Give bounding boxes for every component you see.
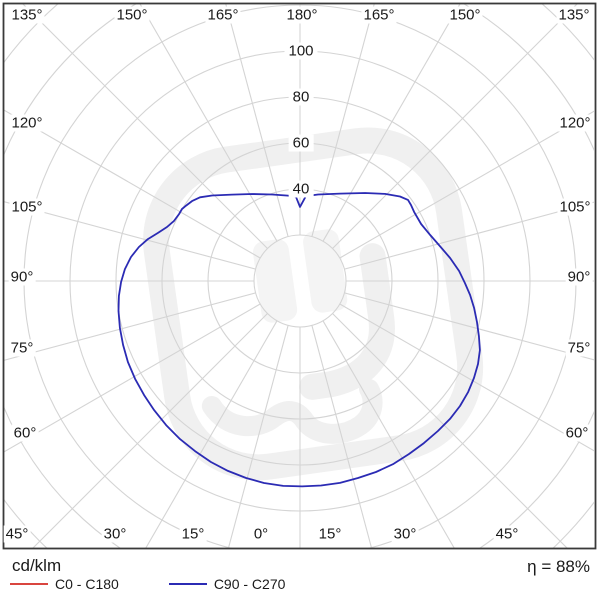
grid-spoke [332, 313, 568, 548]
angle-label-right: 120° [557, 114, 593, 132]
grid-spoke [4, 292, 256, 361]
angle-label-left: 90° [8, 268, 36, 286]
angle-label-bottom: 30° [391, 525, 419, 543]
grid-spoke [332, 4, 578, 249]
angle-label-right: 105° [557, 198, 593, 216]
chart-frame [2, 2, 597, 550]
radial-tick-label: 40 [288, 180, 314, 198]
efficiency-label: η = 88% [527, 557, 590, 576]
angle-label-right: 75° [565, 339, 593, 357]
grid-spoke [22, 4, 268, 249]
legend-item-c0-c180: C0 - C180 [10, 576, 119, 592]
angle-label-top: 135° [9, 6, 45, 24]
grid-spoke [311, 4, 375, 237]
radial-tick-label: 100 [284, 42, 318, 60]
angle-label-top: 165° [205, 6, 241, 24]
angle-label-top: 135° [556, 6, 592, 24]
grid-spoke [4, 201, 256, 270]
angle-label-top: 150° [447, 6, 483, 24]
curves-layer [117, 192, 481, 488]
angle-label-bottom: 15° [316, 525, 344, 543]
legend-swatch-red-line [10, 583, 48, 585]
grid-spoke [322, 4, 461, 242]
grid-spoke [339, 303, 594, 452]
angle-label-left: 105° [9, 198, 45, 216]
grid-spoke [227, 325, 289, 548]
angle-label-right: 90° [565, 268, 593, 286]
angle-label-left: 120° [9, 114, 45, 132]
angle-label-left: 75° [8, 339, 36, 357]
legend: C0 - C180 C90 - C270 [10, 576, 285, 592]
grid-spoke [344, 201, 594, 270]
unit-label: cd/klm [12, 556, 62, 575]
grid-spoke [145, 320, 278, 548]
radial-tick-label: 80 [288, 88, 314, 106]
angle-label-top: 150° [114, 6, 150, 24]
intensity-curve-C90-C270 [117, 192, 481, 488]
legend-item-c90-c270: C90 - C270 [168, 576, 286, 592]
angle-label-bottom: 0° [251, 525, 271, 543]
grid-spoke [139, 4, 278, 242]
angle-label-top: 165° [361, 6, 397, 24]
legend-label: C90 - C270 [213, 576, 286, 592]
angle-label-right: 60° [563, 424, 591, 442]
radial-tick-label: 60 [288, 134, 314, 152]
legend-swatch-blue-line [168, 583, 207, 585]
angle-label-bottom: 15° [179, 525, 207, 543]
angle-label-bottom: 45° [493, 525, 521, 543]
grid-spoke [225, 4, 289, 237]
grid-spoke [311, 325, 373, 548]
grid-spoke [32, 313, 268, 548]
angle-label-top: 180° [284, 6, 320, 24]
grid-spoke [339, 110, 594, 259]
angle-label-bottom: 30° [101, 525, 129, 543]
grid-spoke [4, 109, 261, 259]
grid-spoke [4, 303, 261, 453]
angle-label-bottom: 45° [3, 525, 31, 543]
angle-label-left: 60° [11, 424, 39, 442]
grid-spoke [322, 320, 455, 548]
legend-label: C0 - C180 [55, 576, 119, 592]
grid-spoke [344, 292, 594, 361]
